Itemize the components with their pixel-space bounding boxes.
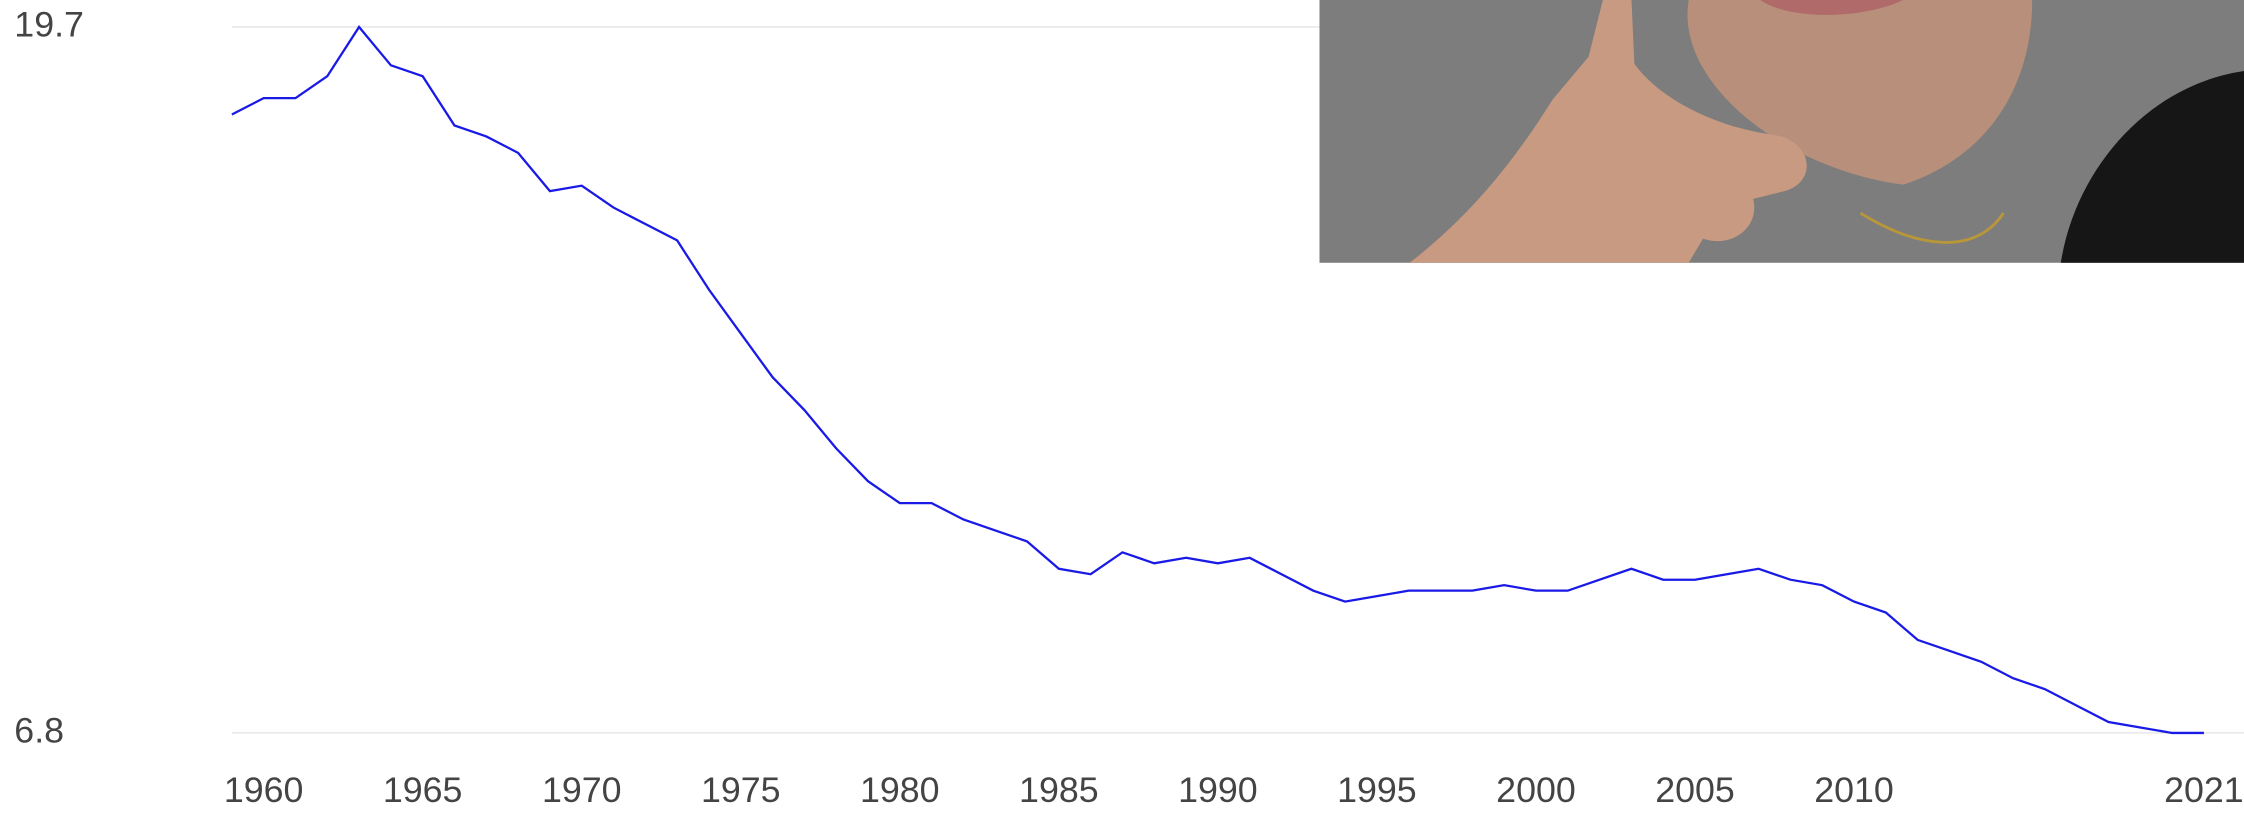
x-tick-label: 2021 xyxy=(2164,770,2244,810)
x-tick-label: 2000 xyxy=(1496,770,1576,810)
x-tick-label: 1960 xyxy=(224,770,304,810)
x-tick-label: 1990 xyxy=(1178,770,1258,810)
x-tick-label: 1975 xyxy=(701,770,781,810)
x-tick-label: 1965 xyxy=(383,770,463,810)
x-tick-label: 1985 xyxy=(1019,770,1099,810)
x-tick-label: 1970 xyxy=(542,770,622,810)
x-tick-label: 1980 xyxy=(860,770,940,810)
x-tick-label: 1995 xyxy=(1337,770,1417,810)
chart: 6.8 19.7 1960 1965 1970 1975 1980 1985 1990 1995 2… xyxy=(0,0,2244,821)
page: {"chart_data": {"type": "line", "x": [19… xyxy=(0,0,2244,821)
y-tick-label: 6.8 xyxy=(14,710,64,750)
y-tick-label: 19.7 xyxy=(14,4,84,44)
x-tick-label: 2010 xyxy=(1814,770,1894,810)
photo xyxy=(1319,0,2244,263)
x-tick-label: 2005 xyxy=(1655,770,1735,810)
